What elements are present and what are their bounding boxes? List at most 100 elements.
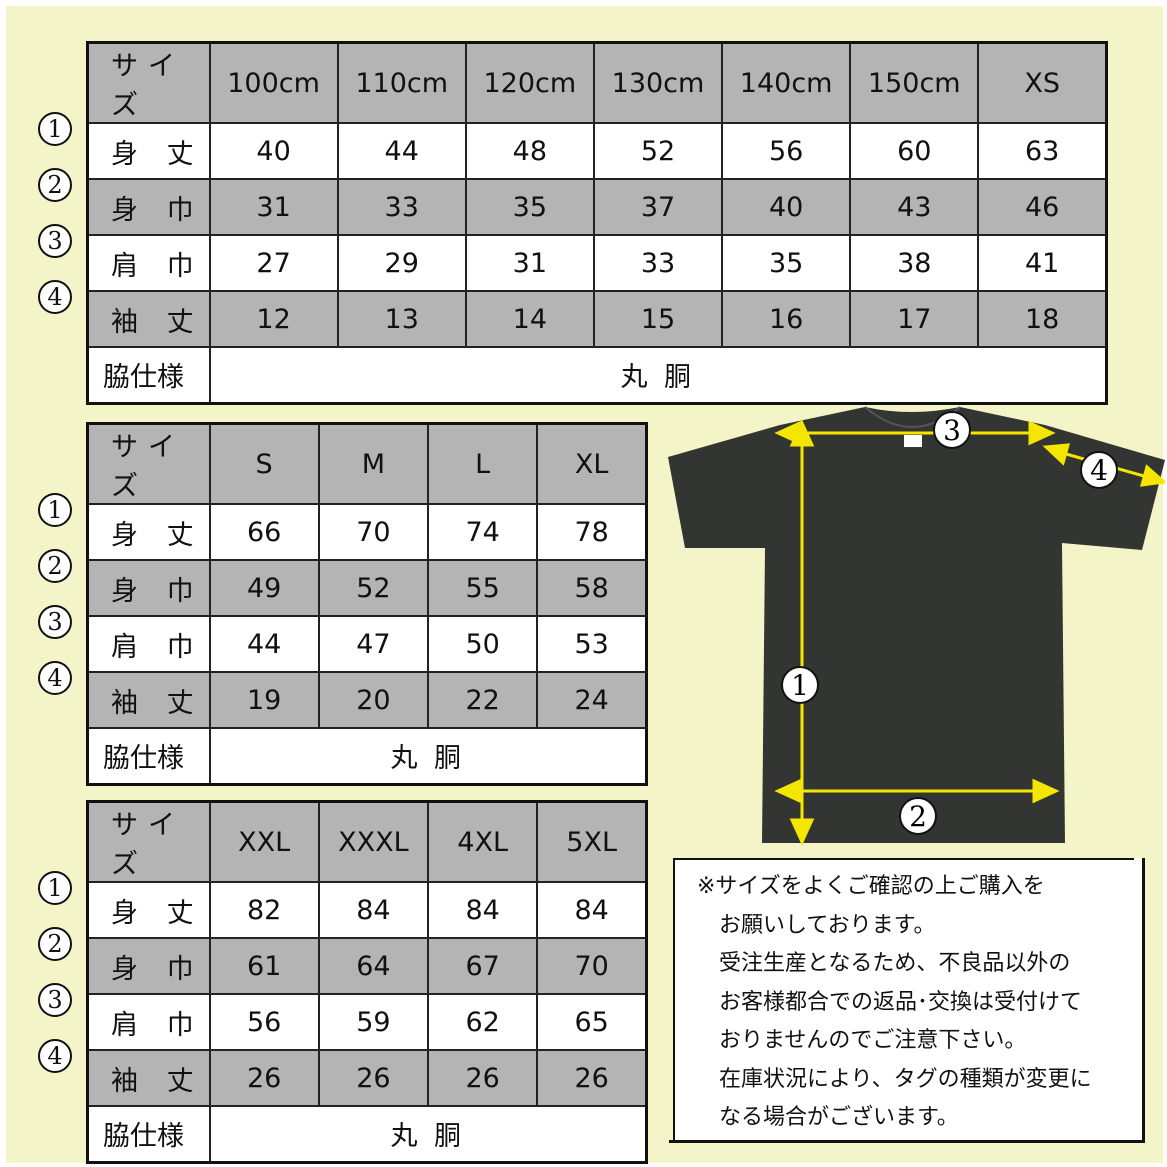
value-cell: 13: [336, 290, 467, 348]
size-header-cell: XL: [536, 422, 648, 505]
side-value-cell: 丸 胴: [208, 727, 648, 785]
value-cell: 52: [592, 122, 724, 180]
table-row: 肩 巾 44 47 50 53: [86, 615, 648, 673]
tshirt-tag: [904, 435, 922, 447]
value-cell: 37: [592, 178, 724, 236]
value-cell: 16: [721, 290, 852, 348]
value-cell: 14: [464, 290, 595, 348]
value-cell: 63: [977, 122, 1108, 180]
value-cell: 40: [721, 178, 852, 236]
value-cell: 48: [464, 122, 595, 180]
value-cell: 26: [536, 1049, 648, 1107]
size-header-cell: M: [317, 422, 430, 505]
value-cell: 18: [977, 290, 1108, 348]
circled-number-4: 4: [38, 280, 72, 314]
value-cell: 53: [536, 615, 648, 673]
side-value-cell: 丸 胴: [208, 346, 1108, 404]
value-cell: 43: [849, 178, 980, 236]
value-cell: 84: [426, 881, 539, 939]
value-cell: 52: [317, 559, 430, 617]
table-row: 袖 丈 12 13 14 15 16 17 18: [86, 290, 1108, 348]
value-cell: 84: [317, 881, 430, 939]
row-label-cell: 袖 丈: [86, 290, 211, 348]
table-row: 袖 丈 26 26 26 26: [86, 1049, 648, 1107]
side-label-cell: 脇仕様: [86, 1105, 211, 1163]
table-row: 身 丈 40 44 48 52 56 60 63: [86, 122, 1108, 180]
value-cell: 31: [464, 234, 595, 292]
table-row: 身 巾 61 64 67 70: [86, 937, 648, 995]
tshirt-body: [668, 407, 1165, 843]
value-cell: 31: [208, 178, 339, 236]
size-table-1: サイズ 100cm 110cm 120cm 130cm 140cm 150cm XS 身 丈 40…: [86, 41, 1108, 405]
value-cell: 56: [721, 122, 852, 180]
value-cell: 27: [208, 234, 339, 292]
value-cell: 60: [849, 122, 980, 180]
value-cell: 33: [592, 234, 724, 292]
row-label-cell: 袖 丈: [86, 1049, 211, 1107]
row-label-cell: 肩 巾: [86, 993, 211, 1051]
value-cell: 56: [208, 993, 320, 1051]
notice-box: ※サイズをよくご確認の上ご購入を お願いしております。 受注生産となるため、不良…: [669, 858, 1145, 1143]
value-cell: 22: [426, 671, 539, 729]
marker-3: 3: [943, 414, 961, 447]
table-row: 肩 巾 27 29 31 33 35 38 41: [86, 234, 1108, 292]
header-label-cell: サイズ: [86, 41, 211, 124]
side-label-cell: 脇仕様: [86, 727, 211, 785]
value-cell: 44: [336, 122, 467, 180]
value-cell: 29: [336, 234, 467, 292]
row-label-cell: 身 巾: [86, 178, 211, 236]
value-cell: 65: [536, 993, 648, 1051]
value-cell: 55: [426, 559, 539, 617]
row-label-cell: 身 巾: [86, 559, 211, 617]
header-label-cell: サイズ: [86, 422, 211, 505]
circled-number-2: 2: [38, 168, 72, 202]
value-cell: 59: [317, 993, 430, 1051]
size-table-2: サイズ S M L XL 身 丈 66 70 74 78 身 巾 49 52 55 58 肩 巾 44 47 50 5…: [86, 422, 648, 786]
value-cell: 26: [317, 1049, 430, 1107]
row-label-cell: 身 丈: [86, 881, 211, 939]
value-cell: 26: [208, 1049, 320, 1107]
value-cell: 67: [426, 937, 539, 995]
table-row: 身 巾 31 33 35 37 40 43 46: [86, 178, 1108, 236]
size-header-cell: L: [426, 422, 539, 505]
circled-number-2: 2: [38, 549, 72, 583]
tshirt-diagram: 1 2 3 4: [668, 406, 1165, 846]
circled-number-4: 4: [38, 1039, 72, 1073]
value-cell: 66: [208, 503, 320, 561]
side-value-cell: 丸 胴: [208, 1105, 648, 1163]
value-cell: 35: [464, 178, 595, 236]
value-cell: 15: [592, 290, 724, 348]
notice-text: ※サイズをよくご確認の上ご購入を お願いしております。 受注生産となるため、不良…: [697, 874, 1092, 1130]
header-label-cell: サイズ: [86, 800, 211, 883]
row-label-cell: 袖 丈: [86, 671, 211, 729]
table-row: 肩 巾 56 59 62 65: [86, 993, 648, 1051]
value-cell: 64: [317, 937, 430, 995]
value-cell: 26: [426, 1049, 539, 1107]
table-row: 身 丈 82 84 84 84: [86, 881, 648, 939]
measure-arrows: [774, 419, 1165, 846]
size-header-cell: 5XL: [536, 800, 648, 883]
value-cell: 20: [317, 671, 430, 729]
value-cell: 33: [336, 178, 467, 236]
size-header-cell: 120cm: [464, 41, 595, 124]
size-header-cell: XS: [977, 41, 1108, 124]
circled-number-1: 1: [38, 871, 72, 905]
size-header-cell: S: [208, 422, 320, 505]
value-cell: 47: [317, 615, 430, 673]
value-cell: 40: [208, 122, 339, 180]
circled-number-4: 4: [38, 661, 72, 695]
value-cell: 17: [849, 290, 980, 348]
row-label-cell: 身 巾: [86, 937, 211, 995]
size-header-cell: 110cm: [336, 41, 467, 124]
size-header-cell: 150cm: [849, 41, 980, 124]
size-header-cell: 4XL: [426, 800, 539, 883]
value-cell: 70: [536, 937, 648, 995]
value-cell: 44: [208, 615, 320, 673]
row-label-cell: 肩 巾: [86, 234, 211, 292]
circled-number-2: 2: [38, 927, 72, 961]
circled-number-1: 1: [38, 112, 72, 146]
value-cell: 70: [317, 503, 430, 561]
circled-number-3: 3: [38, 224, 72, 258]
value-cell: 49: [208, 559, 320, 617]
row-label-cell: 身 丈: [86, 122, 211, 180]
